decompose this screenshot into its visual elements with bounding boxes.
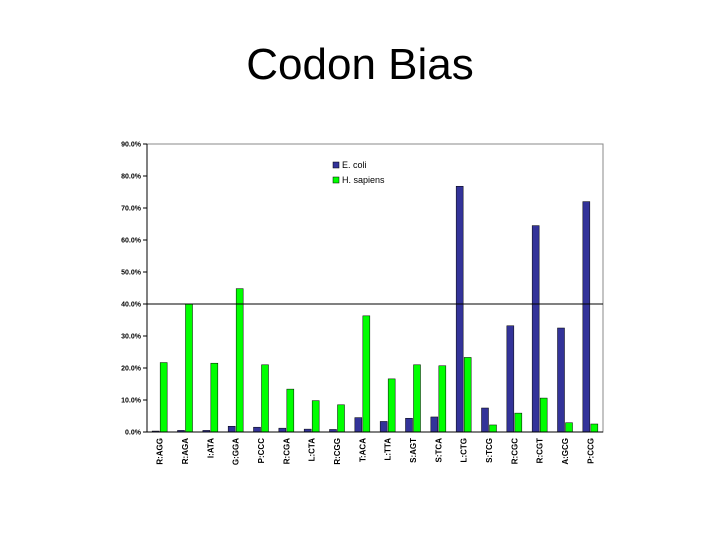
bar-hsapiens — [489, 424, 497, 433]
bar-ecoli — [379, 421, 388, 433]
bar-hsapiens — [261, 364, 269, 433]
x-tick-label: L:TTA — [384, 438, 393, 461]
x-tick-label: P:CCC — [257, 438, 266, 464]
y-tick-label: 0.0% — [125, 430, 142, 437]
x-tick-label: R:AGG — [156, 438, 165, 465]
x-tick-label: G:GGA — [232, 438, 241, 465]
bar-hsapiens — [514, 412, 523, 433]
x-tick-label: T:ACA — [358, 438, 367, 462]
bar-ecoli — [430, 416, 439, 433]
bar-hsapiens — [590, 423, 599, 433]
bars — [151, 185, 599, 433]
bar-hsapiens — [413, 364, 421, 433]
legend-swatch — [332, 176, 340, 184]
y-tick-label: 20.0% — [121, 366, 142, 373]
y-tick-label: 60.0% — [121, 238, 142, 245]
bar-ecoli — [405, 417, 413, 433]
y-tick-label: 70.0% — [121, 206, 142, 213]
bar-hsapiens — [337, 404, 345, 433]
bar-ecoli — [253, 426, 261, 433]
bar-hsapiens — [311, 400, 320, 433]
y-tick-label: 80.0% — [121, 174, 142, 181]
y-tick-label: 90.0% — [121, 142, 142, 149]
bar-hsapiens — [286, 388, 295, 433]
x-tick-label: R:CGG — [333, 438, 342, 465]
bar-hsapiens — [438, 365, 447, 433]
y-tick-label: 10.0% — [121, 398, 142, 405]
y-tick-label: 50.0% — [121, 270, 142, 277]
bar-ecoli — [354, 417, 363, 433]
bar-ecoli — [227, 425, 236, 433]
bar-hsapiens — [463, 357, 472, 433]
bar-hsapiens — [387, 378, 396, 433]
y-tick-label: 40.0% — [121, 302, 142, 309]
bar-ecoli — [481, 407, 489, 433]
slide-title: Codon Bias — [246, 40, 474, 89]
x-tick-label: R:AGA — [181, 438, 190, 464]
bar-hsapiens — [159, 362, 168, 433]
bar-ecoli — [278, 427, 287, 433]
x-tick-label: S:TCG — [485, 438, 494, 463]
legend-label: E. coli — [342, 160, 367, 170]
bar-hsapiens — [185, 303, 193, 433]
bar-ecoli — [582, 201, 591, 433]
bar-ecoli — [455, 185, 464, 433]
x-tick-label: R:CGT — [536, 438, 545, 463]
x-tick-label: L:CTG — [460, 438, 469, 462]
bar-ecoli — [506, 325, 515, 433]
bar-hsapiens — [210, 362, 219, 433]
x-tick-label: R:CGC — [510, 438, 519, 464]
legend-label: H. sapiens — [342, 175, 385, 185]
x-tick-label: S:TCA — [434, 438, 443, 463]
bar-hsapiens — [362, 315, 371, 433]
bar-ecoli — [557, 327, 565, 433]
y-tick-label: 30.0% — [121, 334, 142, 341]
bar-hsapiens — [235, 288, 244, 433]
y-axis: 0.0% 10.0% 20.0% 30.0% 40.0% 50.0% 60.0% 70.0% 8… — [121, 142, 148, 437]
plot-area — [146, 143, 604, 433]
x-tick-label: P:CCG — [586, 438, 595, 464]
x-tick-label: I:ATA — [206, 438, 215, 458]
bar-ecoli — [531, 225, 540, 433]
x-tick-label: L:CTA — [308, 438, 317, 462]
x-tick-label: A:GCG — [561, 438, 570, 465]
x-tick-label: R:CGA — [282, 438, 291, 464]
legend-swatch — [332, 161, 340, 169]
bar-hsapiens — [539, 397, 548, 433]
x-axis-labels: R:AGG R:AGA I:ATA G:GGA P:CCC R:CGA L:CTA R:CGG… — [147, 431, 603, 465]
x-tick-label: S:AGT — [409, 438, 418, 463]
bar-hsapiens — [565, 422, 573, 433]
legend: E. coli H. sapiens — [332, 160, 385, 185]
